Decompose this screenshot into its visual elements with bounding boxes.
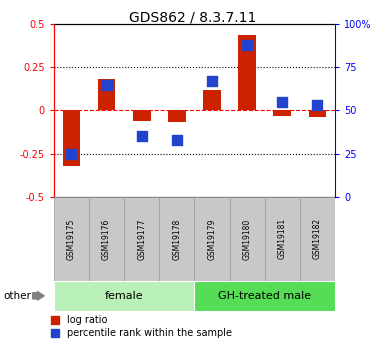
Bar — [89, 197, 124, 281]
Bar — [300, 197, 335, 281]
Text: GH-treated male: GH-treated male — [218, 291, 311, 301]
Text: GSM19177: GSM19177 — [137, 218, 146, 259]
Text: GSM19180: GSM19180 — [243, 218, 252, 259]
Point — [209, 78, 215, 84]
Text: GSM19179: GSM19179 — [208, 218, 216, 259]
Bar — [98, 79, 116, 110]
Bar — [133, 110, 151, 121]
Bar — [203, 90, 221, 110]
Bar — [309, 110, 326, 117]
Bar — [54, 281, 194, 310]
Text: GSM19175: GSM19175 — [67, 218, 76, 259]
Text: GSM19178: GSM19178 — [172, 218, 181, 259]
Text: GSM19181: GSM19181 — [278, 218, 287, 259]
Point — [139, 134, 145, 139]
Point — [279, 99, 285, 105]
Point — [244, 42, 250, 48]
Bar — [194, 197, 229, 281]
Text: other: other — [4, 291, 32, 301]
Bar — [194, 281, 335, 310]
Bar — [124, 197, 159, 281]
Bar — [63, 110, 80, 166]
Bar — [168, 110, 186, 122]
Text: GSM19176: GSM19176 — [102, 218, 111, 259]
Text: GDS862 / 8.3.7.11: GDS862 / 8.3.7.11 — [129, 10, 256, 24]
Point — [314, 102, 320, 108]
Point — [104, 82, 110, 87]
Bar — [264, 197, 300, 281]
Legend: log ratio, percentile rank within the sample: log ratio, percentile rank within the sa… — [51, 315, 232, 338]
Bar — [273, 110, 291, 116]
Text: female: female — [105, 291, 144, 301]
Point — [174, 137, 180, 142]
Bar — [229, 197, 265, 281]
Bar — [238, 34, 256, 110]
Point — [69, 151, 75, 156]
Text: GSM19182: GSM19182 — [313, 218, 322, 259]
Bar — [159, 197, 194, 281]
Bar — [54, 197, 89, 281]
